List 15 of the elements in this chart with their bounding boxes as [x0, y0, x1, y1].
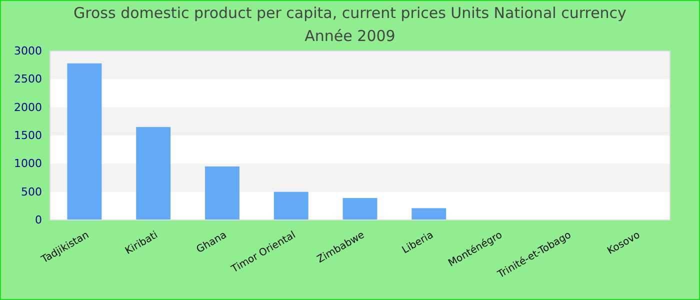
- y-tick-label: 0: [35, 214, 42, 227]
- y-tick-label: 2500: [14, 72, 42, 86]
- chart-title: Gross domestic product per capita, current prices Units National currency: [74, 4, 627, 22]
- bar: [67, 63, 102, 220]
- bar: [342, 198, 378, 220]
- y-tick-label: 2000: [14, 100, 42, 114]
- y-tick-label: 1500: [14, 129, 42, 142]
- bar: [412, 208, 446, 220]
- bar: [274, 192, 308, 220]
- y-tick-label: 3000: [14, 44, 42, 58]
- y-tick-label: 1000: [14, 157, 42, 170]
- chart-subtitle: Année 2009: [304, 27, 396, 45]
- bar: [136, 127, 171, 220]
- y-tick-label: 500: [21, 185, 42, 198]
- bar: [205, 166, 240, 220]
